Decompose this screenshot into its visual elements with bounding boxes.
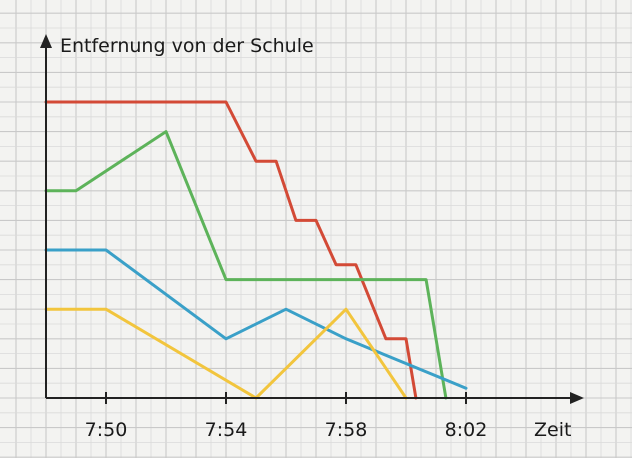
x-tick-label: 7:54 [205, 419, 248, 441]
x-axis-arrow-icon [570, 392, 584, 404]
x-axis-label: Zeit [534, 419, 571, 441]
y-axis-label: Entfernung von der Schule [60, 35, 314, 57]
axes [40, 34, 584, 404]
series-line-2 [44, 130, 448, 400]
series-line-3 [44, 248, 468, 390]
x-tick-label: 7:50 [85, 419, 128, 441]
x-ticks: 7:50 7:54 7:58 8:02 [85, 392, 488, 441]
y-axis-arrow-icon [40, 34, 52, 48]
x-tick-label: 7:58 [325, 419, 368, 441]
x-tick-label: 8:02 [445, 419, 488, 441]
series-line-1 [44, 100, 418, 400]
